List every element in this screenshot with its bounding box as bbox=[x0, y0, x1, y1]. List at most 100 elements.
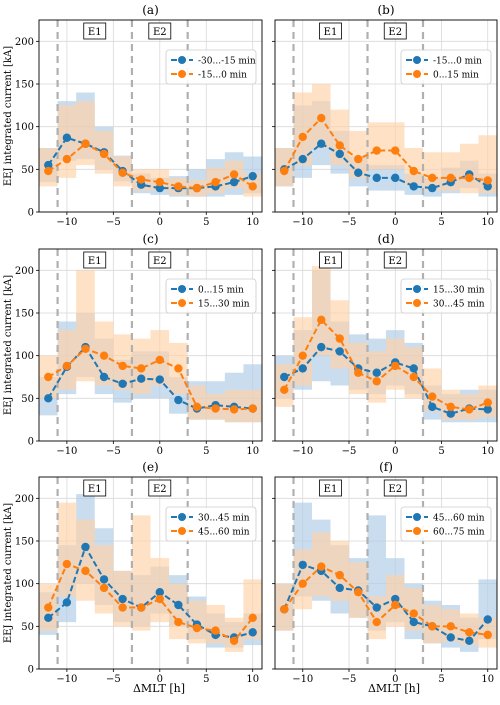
x-tick-label: 0 bbox=[157, 217, 163, 228]
plot-frame bbox=[38, 248, 263, 442]
data-point bbox=[298, 560, 307, 570]
data-point bbox=[248, 171, 257, 181]
y-axis-label-row-3: EEJ integrated current [kA] bbox=[3, 503, 14, 643]
legend-entry-label: 30...45 min bbox=[198, 514, 250, 524]
region-label-e1: E1 bbox=[83, 251, 107, 269]
x-axis-label-right: ΔMLT [h] bbox=[368, 682, 420, 695]
x-tick-label: −5 bbox=[106, 446, 121, 457]
x-tick-label: −5 bbox=[106, 674, 121, 685]
data-point bbox=[317, 315, 326, 325]
data-point bbox=[155, 375, 164, 384]
data-point bbox=[372, 173, 381, 183]
data-point bbox=[335, 347, 344, 356]
data-point bbox=[44, 613, 53, 622]
data-point bbox=[137, 175, 146, 184]
x-tick-label: −5 bbox=[342, 217, 357, 228]
panel-label: (e) bbox=[142, 460, 158, 474]
legend-box bbox=[400, 49, 492, 85]
data-point bbox=[155, 183, 164, 193]
data-point bbox=[118, 168, 127, 177]
region-label-text: E2 bbox=[153, 256, 167, 267]
data-point bbox=[409, 364, 418, 373]
plot-frame bbox=[274, 248, 498, 442]
data-point bbox=[211, 404, 220, 413]
data-point bbox=[335, 334, 344, 343]
legend-entry-label: 0...15 min bbox=[198, 286, 244, 296]
region-label-e2: E2 bbox=[383, 22, 407, 40]
y-tick-label: 0 bbox=[28, 208, 34, 219]
data-point bbox=[280, 372, 289, 382]
data-point bbox=[335, 583, 344, 593]
data-point bbox=[298, 132, 307, 142]
data-point bbox=[62, 361, 72, 371]
region-label-box bbox=[148, 251, 172, 269]
data-point bbox=[248, 613, 257, 622]
data-point bbox=[428, 392, 437, 401]
region-label-box bbox=[383, 22, 407, 40]
data-point bbox=[409, 617, 418, 627]
data-point bbox=[192, 183, 202, 193]
data-point bbox=[317, 562, 326, 571]
region-label-text: E2 bbox=[388, 27, 402, 38]
x-tick-label: 5 bbox=[438, 674, 444, 685]
chart-panel-f: E1 E2 −10 −5 0 5 10 (f) 45...60 min 60...75 min bbox=[272, 460, 498, 685]
data-point bbox=[372, 146, 381, 155]
legend: 30...45 min 45...60 min bbox=[165, 506, 257, 542]
y-tick-label: 0 bbox=[28, 665, 34, 676]
region-label-text: E2 bbox=[153, 484, 167, 495]
legend-swatch-marker bbox=[413, 513, 421, 521]
x-tick-label: 0 bbox=[392, 674, 398, 685]
data-point bbox=[465, 636, 474, 646]
data-point bbox=[446, 173, 455, 183]
legend-entry-label: -15...0 min bbox=[433, 57, 482, 67]
data-point bbox=[44, 394, 53, 403]
data-point bbox=[335, 570, 344, 580]
data-point bbox=[354, 168, 363, 177]
legend-swatch-marker bbox=[413, 70, 421, 78]
region-label-e1: E1 bbox=[83, 22, 107, 40]
legend-entry-label: 45...60 min bbox=[433, 514, 485, 524]
data-point bbox=[280, 605, 289, 614]
x-tick-label: 5 bbox=[203, 674, 209, 685]
y-tick-label: 150 bbox=[15, 80, 34, 91]
y-tick-label: 100 bbox=[15, 351, 34, 362]
x-tick-label: 0 bbox=[157, 674, 163, 685]
data-point bbox=[137, 364, 146, 373]
legend-box bbox=[165, 49, 257, 85]
region-label-e1: E1 bbox=[83, 479, 107, 497]
uncertainty-band bbox=[39, 270, 262, 423]
data-point bbox=[174, 617, 183, 627]
region-label-box bbox=[319, 479, 342, 497]
region-label-e1: E1 bbox=[319, 251, 342, 269]
data-point bbox=[372, 368, 381, 377]
x-tick-label: −10 bbox=[292, 217, 313, 228]
data-point bbox=[280, 385, 289, 394]
region-label-e2: E2 bbox=[148, 251, 172, 269]
data-point bbox=[483, 630, 492, 640]
data-point bbox=[465, 405, 474, 414]
y-tick-label: 200 bbox=[15, 494, 34, 505]
data-point bbox=[409, 182, 418, 191]
y-axis-label-row-1: EEJ integrated current [kA] bbox=[3, 46, 14, 186]
x-axis-label-left: ΔMLT [h] bbox=[133, 682, 185, 695]
data-point bbox=[99, 583, 109, 593]
data-point bbox=[118, 361, 127, 371]
data-point bbox=[118, 603, 127, 612]
data-point bbox=[391, 146, 400, 155]
x-tick-label: −10 bbox=[56, 217, 77, 228]
x-tick-label: −5 bbox=[106, 217, 121, 228]
data-point bbox=[298, 579, 307, 588]
data-point bbox=[44, 166, 53, 176]
y-tick-label: 200 bbox=[15, 266, 34, 277]
region-label-box bbox=[319, 251, 342, 269]
region-label-box bbox=[383, 479, 407, 497]
x-tick-label: −10 bbox=[292, 674, 313, 685]
region-label-box bbox=[383, 251, 407, 269]
data-point bbox=[298, 364, 307, 373]
plot-frame bbox=[38, 19, 263, 213]
region-label-box bbox=[319, 22, 342, 40]
x-tick-label: 0 bbox=[392, 446, 398, 457]
data-point bbox=[483, 182, 492, 191]
